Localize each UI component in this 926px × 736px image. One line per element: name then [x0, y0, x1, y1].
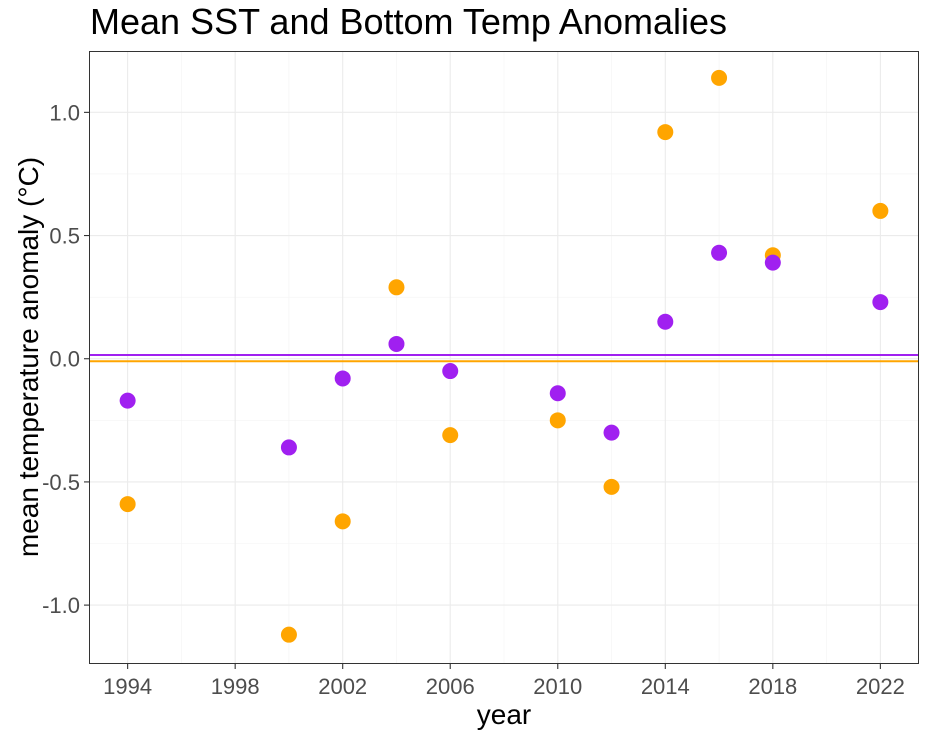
data-point-series-1 — [603, 424, 620, 441]
x-tick-label: 1994 — [103, 674, 152, 699]
data-point-series-1 — [442, 363, 459, 380]
data-point-series-0 — [603, 478, 620, 495]
data-point-series-0 — [711, 69, 728, 86]
x-tick-label: 2022 — [856, 674, 905, 699]
x-tick-label: 2010 — [533, 674, 582, 699]
data-point-series-0 — [872, 202, 889, 219]
data-point-series-0 — [280, 626, 297, 643]
y-axis-label: mean temperature anomaly (°C) — [13, 157, 44, 557]
data-point-series-1 — [657, 313, 674, 330]
data-point-series-1 — [334, 370, 351, 387]
x-tick-label: 2014 — [641, 674, 690, 699]
grid — [90, 52, 918, 663]
y-tick-label: -1.0 — [42, 593, 80, 618]
data-point-series-1 — [388, 335, 405, 352]
x-axis: 1994 1998 2002 2006 2010 2014 2018 2022 — [103, 663, 905, 699]
mean-lines — [90, 354, 918, 363]
data-point-series-0 — [657, 124, 674, 141]
data-point-series-1 — [280, 439, 297, 456]
data-point-series-0 — [388, 279, 405, 296]
data-point-series-1 — [872, 294, 889, 311]
data-point-series-1 — [549, 385, 566, 402]
x-tick-label: 2002 — [318, 674, 367, 699]
data-points — [119, 69, 889, 643]
y-tick-label: 0.5 — [49, 224, 80, 249]
plot-panel — [89, 51, 919, 664]
chart-title: Mean SST and Bottom Temp Anomalies — [90, 1, 727, 42]
x-tick-label: 2006 — [426, 674, 475, 699]
data-point-series-0 — [442, 427, 459, 444]
data-point-series-1 — [764, 254, 781, 271]
x-axis-label: year — [477, 699, 531, 730]
y-tick-label: 1.0 — [49, 100, 80, 125]
y-tick-label: -0.5 — [42, 470, 80, 495]
data-point-series-1 — [711, 244, 728, 261]
data-point-series-0 — [119, 496, 136, 513]
data-point-series-0 — [334, 513, 351, 530]
x-tick-label: 2018 — [748, 674, 797, 699]
x-tick-label: 1998 — [211, 674, 260, 699]
data-point-series-0 — [549, 412, 566, 429]
y-tick-label: 0.0 — [49, 347, 80, 372]
data-point-series-1 — [119, 392, 136, 409]
y-axis: -1.0 -0.5 0.0 0.5 1.0 — [42, 100, 90, 618]
